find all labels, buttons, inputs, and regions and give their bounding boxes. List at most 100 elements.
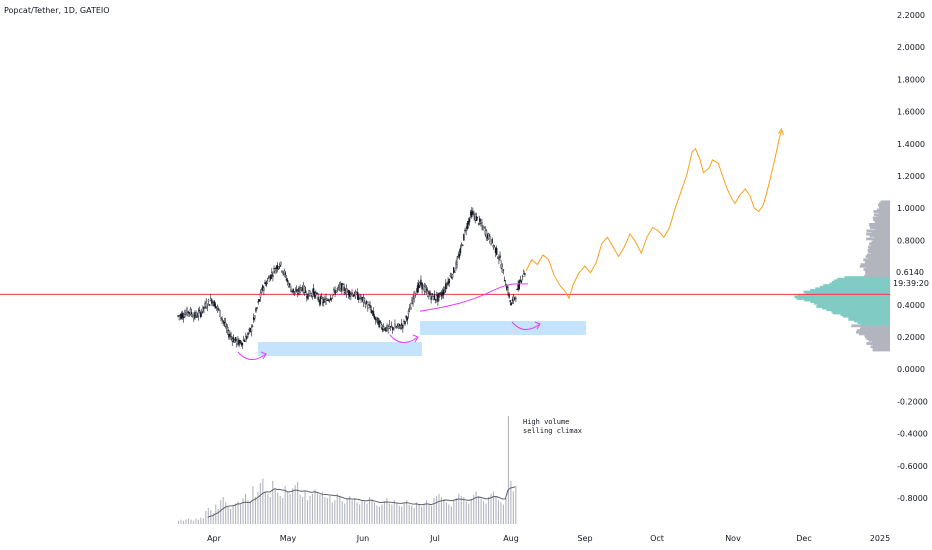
candle-body (508, 293, 510, 298)
candle-body (184, 314, 186, 318)
candle-body (466, 223, 468, 229)
profile-bar (869, 247, 890, 250)
profile-bar (868, 250, 890, 254)
candle-body (189, 308, 192, 315)
volume-bar (440, 497, 442, 524)
candle-body (386, 325, 388, 331)
candle-body (277, 266, 280, 269)
candle-body (334, 290, 336, 295)
candle-body (415, 291, 418, 295)
y-tick-label: 0.0000 (897, 365, 925, 374)
volume-bar (383, 501, 385, 524)
volume-bar (334, 500, 336, 524)
candle-body (304, 290, 307, 293)
time-axis[interactable]: Apr May Jun Jul Aug Sep Oct Nov Dec 2025 (207, 534, 890, 543)
candle-body (317, 296, 319, 301)
candle-body (514, 297, 516, 299)
candle-body (222, 320, 224, 322)
candle-body (352, 294, 354, 297)
volume-bar (453, 500, 455, 524)
candle-body (441, 291, 444, 296)
candle-body (181, 313, 184, 318)
profile-bar (831, 280, 890, 284)
candle-body (253, 316, 255, 320)
candle-body (412, 298, 414, 304)
candle-body (455, 262, 457, 269)
profile-bar (866, 342, 890, 345)
candle-body (265, 283, 267, 286)
volume-bar (359, 504, 361, 524)
volume-bar (356, 502, 358, 524)
candle-body (179, 314, 181, 317)
y-tick-label: 0.8000 (897, 236, 925, 245)
candle-body (448, 278, 450, 284)
profile-bar (873, 343, 890, 347)
projection-arrowhead (777, 127, 784, 136)
x-tick-label: Oct (650, 534, 664, 543)
profile-bar (803, 290, 890, 294)
candle-body (430, 296, 432, 300)
x-tick-label: Nov (725, 534, 741, 543)
volume-bar (470, 499, 472, 524)
candle-body (276, 265, 279, 270)
candle-body (445, 283, 447, 290)
volume-bar (349, 495, 351, 524)
candle-body (524, 273, 526, 275)
candle-body (320, 296, 323, 299)
candle-body (329, 297, 332, 301)
candle-body (427, 290, 429, 297)
candle-body (182, 316, 185, 319)
candle-body (213, 300, 215, 307)
volume-bar (492, 491, 495, 524)
volume-bar (205, 511, 207, 524)
candle-body (403, 320, 405, 323)
bounce-arrow (237, 351, 267, 360)
candle-body (221, 318, 223, 320)
candle-body (443, 290, 446, 293)
volume-bar (426, 500, 428, 524)
candle-body (217, 308, 220, 310)
bounce-arrows (237, 127, 784, 360)
candle-body (446, 283, 448, 286)
volume-bar (180, 519, 182, 524)
candle-body (201, 311, 203, 314)
candle-body (308, 290, 310, 297)
volume-bar (267, 493, 269, 524)
volume-bar (316, 492, 318, 524)
profile-bar (857, 321, 890, 325)
candle-body (372, 311, 375, 316)
candle-body (196, 316, 198, 318)
volume-bar (500, 502, 502, 524)
volume-bar (368, 497, 371, 524)
candle-body (294, 290, 297, 294)
profile-bar (860, 263, 890, 267)
profile-bar (865, 261, 890, 265)
profile-bar (873, 213, 890, 217)
candle-body (512, 295, 515, 301)
candle-body (284, 272, 287, 275)
candle-body (421, 282, 423, 290)
x-tick-label: Jul (429, 534, 440, 543)
candle-body (327, 299, 329, 301)
volume-bar (460, 495, 462, 524)
candle-body (495, 248, 498, 255)
candle-body (272, 275, 274, 277)
candle-body (186, 308, 188, 316)
moving-average-line (419, 283, 529, 312)
candle-body (275, 266, 278, 270)
candle-body (227, 327, 229, 332)
candle-body (216, 305, 219, 309)
y-tick-label: 1.6000 (897, 108, 925, 117)
candle-body (467, 220, 470, 225)
volume-bar (448, 504, 450, 524)
volume-bar (346, 499, 348, 524)
volume-bar (495, 495, 497, 524)
volume-bar (217, 508, 219, 524)
price-axis[interactable]: 2.2000 2.0000 1.8000 1.6000 1.4000 1.2000 1.00… (897, 11, 928, 503)
candle-body (364, 303, 367, 307)
volume-bar (237, 501, 239, 524)
candle-body (311, 291, 314, 297)
candle-body (436, 295, 438, 301)
bounce-arrow (511, 321, 541, 330)
